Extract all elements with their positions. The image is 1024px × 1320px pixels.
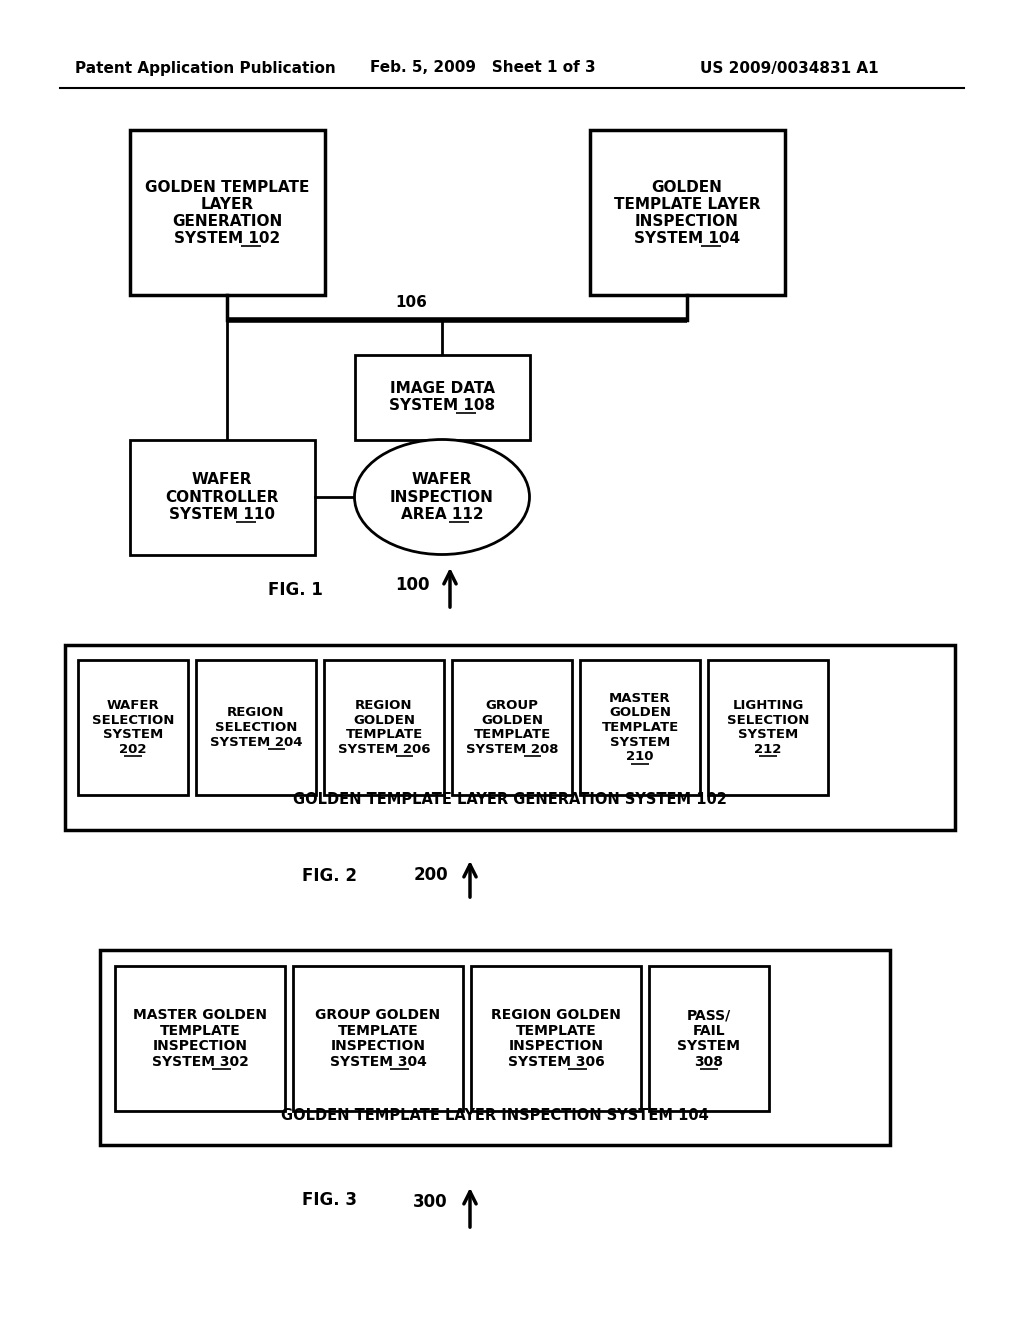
Text: SYSTEM: SYSTEM [678,1039,740,1053]
Text: MASTER GOLDEN: MASTER GOLDEN [133,1008,267,1022]
Text: 202: 202 [119,743,146,756]
Text: SYSTEM 104: SYSTEM 104 [634,231,740,246]
Text: Patent Application Publication: Patent Application Publication [75,61,336,75]
Text: GOLDEN TEMPLATE LAYER INSPECTION SYSTEM 104: GOLDEN TEMPLATE LAYER INSPECTION SYSTEM … [282,1107,709,1122]
Text: US 2009/0034831 A1: US 2009/0034831 A1 [700,61,879,75]
Text: SYSTEM 110: SYSTEM 110 [169,507,275,521]
Text: FAIL: FAIL [692,1024,725,1038]
Text: TEMPLATE: TEMPLATE [601,721,679,734]
Text: INSPECTION: INSPECTION [153,1039,248,1053]
Text: SYSTEM 204: SYSTEM 204 [210,735,302,748]
Text: GOLDEN: GOLDEN [651,180,723,195]
Text: SYSTEM 302: SYSTEM 302 [152,1055,249,1069]
Text: 210: 210 [627,751,653,763]
Bar [324,660,444,795]
Text: TEMPLATE: TEMPLATE [338,1024,419,1038]
Bar [78,660,188,795]
Text: 200: 200 [414,866,449,884]
Text: TEMPLATE: TEMPLATE [160,1024,241,1038]
Bar [580,660,700,795]
Text: TEMPLATE LAYER: TEMPLATE LAYER [613,197,760,213]
Bar [293,966,463,1111]
Text: REGION: REGION [355,698,413,711]
Text: CONTROLLER: CONTROLLER [165,490,279,504]
Bar [355,355,530,440]
Bar [130,129,325,294]
Text: SYSTEM 306: SYSTEM 306 [508,1055,604,1069]
Text: SELECTION: SELECTION [727,714,809,726]
Text: GOLDEN: GOLDEN [353,714,415,726]
Bar [115,966,285,1111]
Text: FIG. 1: FIG. 1 [267,581,323,599]
Text: GROUP: GROUP [485,698,539,711]
Text: TEMPLATE: TEMPLATE [345,729,423,742]
Text: 212: 212 [755,743,781,756]
Text: SELECTION: SELECTION [92,714,174,726]
Bar [708,660,828,795]
Text: 100: 100 [395,576,430,594]
Text: SELECTION: SELECTION [215,721,297,734]
Text: SYSTEM 102: SYSTEM 102 [174,231,281,246]
Text: 300: 300 [414,1193,449,1210]
Bar [452,660,572,795]
Text: 308: 308 [694,1055,724,1069]
Text: INSPECTION: INSPECTION [331,1039,426,1053]
Text: GOLDEN: GOLDEN [481,714,543,726]
Text: FIG. 3: FIG. 3 [302,1191,357,1209]
Text: SYSTEM 108: SYSTEM 108 [389,399,495,413]
Text: LAYER: LAYER [201,197,254,213]
Text: INSPECTION: INSPECTION [390,490,494,504]
Bar [590,129,785,294]
Text: AREA 112: AREA 112 [400,507,483,521]
Text: SYSTEM: SYSTEM [738,729,798,742]
Text: WAFER: WAFER [191,473,252,487]
Bar [649,966,769,1111]
Text: GOLDEN TEMPLATE LAYER GENERATION SYSTEM 102: GOLDEN TEMPLATE LAYER GENERATION SYSTEM … [293,792,727,808]
Text: SYSTEM: SYSTEM [610,735,670,748]
Bar [471,966,641,1111]
Text: REGION: REGION [227,706,285,719]
Text: MASTER: MASTER [609,692,671,705]
Bar [100,950,890,1144]
Text: TEMPLATE: TEMPLATE [516,1024,596,1038]
Text: INSPECTION: INSPECTION [509,1039,603,1053]
Bar [65,645,955,830]
Text: SYSTEM 304: SYSTEM 304 [330,1055,426,1069]
Text: WAFER: WAFER [412,473,472,487]
Text: GOLDEN: GOLDEN [609,706,671,719]
Text: SYSTEM 208: SYSTEM 208 [466,743,558,756]
Bar [196,660,316,795]
Text: GOLDEN TEMPLATE: GOLDEN TEMPLATE [144,180,309,195]
Text: REGION GOLDEN: REGION GOLDEN [492,1008,621,1022]
Text: GENERATION: GENERATION [172,214,283,230]
Text: SYSTEM: SYSTEM [102,729,163,742]
Text: GROUP GOLDEN: GROUP GOLDEN [315,1008,440,1022]
Text: PASS/: PASS/ [687,1008,731,1022]
Text: IMAGE DATA: IMAGE DATA [389,381,495,396]
Text: LIGHTING: LIGHTING [732,698,804,711]
Bar [130,440,315,554]
Text: INSPECTION: INSPECTION [635,214,739,230]
Text: FIG. 2: FIG. 2 [302,867,357,884]
Text: Feb. 5, 2009   Sheet 1 of 3: Feb. 5, 2009 Sheet 1 of 3 [370,61,596,75]
Text: SYSTEM 206: SYSTEM 206 [338,743,430,756]
Text: WAFER: WAFER [106,698,160,711]
Text: 106: 106 [395,294,427,310]
Text: TEMPLATE: TEMPLATE [473,729,551,742]
Ellipse shape [354,440,529,554]
